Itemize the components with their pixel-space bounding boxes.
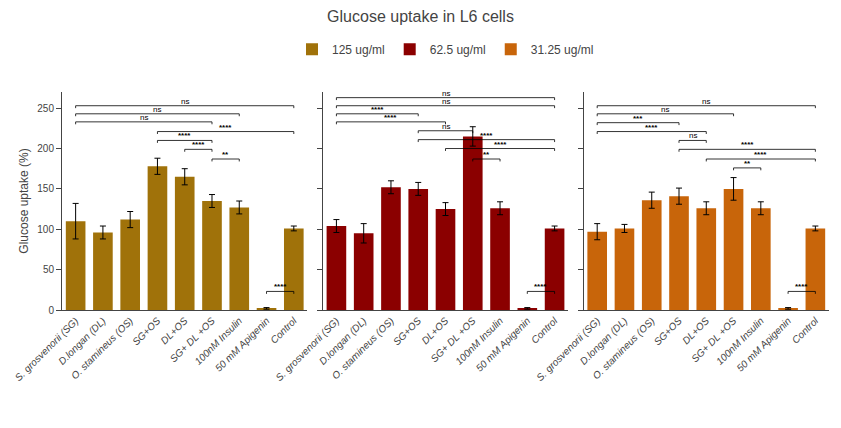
svg-text:S. grosvenorii (SG): S. grosvenorii (SG) <box>273 315 341 383</box>
svg-text:250: 250 <box>37 103 54 114</box>
svg-text:DL+OS: DL+OS <box>419 315 450 346</box>
svg-text:100nM Insulin: 100nM Insulin <box>453 315 505 367</box>
svg-text:SG+ DL +OS: SG+ DL +OS <box>689 315 739 365</box>
svg-text:D.longan (DL): D.longan (DL) <box>317 315 369 367</box>
svg-text:****: **** <box>494 140 507 149</box>
svg-text:ns: ns <box>442 89 450 98</box>
svg-text:50 mM Apigenin: 50 mM Apigenin <box>734 315 793 374</box>
svg-text:SG+OS: SG+OS <box>652 315 685 348</box>
svg-text:S. grosvenorii (SG): S. grosvenorii (SG) <box>13 315 81 383</box>
svg-text:****: **** <box>741 140 754 149</box>
svg-text:ns: ns <box>702 97 710 106</box>
svg-text:100nM Insulin: 100nM Insulin <box>714 315 766 367</box>
svg-text:Control: Control <box>529 315 560 346</box>
svg-text:****: **** <box>384 113 397 122</box>
svg-text:DL+OS: DL+OS <box>680 315 711 346</box>
svg-text:125 ug/ml: 125 ug/ml <box>332 43 385 57</box>
svg-text:****: **** <box>219 123 232 132</box>
svg-text:****: **** <box>645 123 658 132</box>
svg-text:100nM Insulin: 100nM Insulin <box>192 315 244 367</box>
svg-text:ns: ns <box>689 131 697 140</box>
svg-text:50 mM Apigenin: 50 mM Apigenin <box>213 315 272 374</box>
svg-text:***: *** <box>633 114 643 123</box>
svg-text:****: **** <box>274 282 287 291</box>
svg-text:ns: ns <box>181 97 189 106</box>
svg-text:ns: ns <box>140 113 148 122</box>
svg-text:ns: ns <box>442 122 450 131</box>
svg-text:S. grosvenorii (SG): S. grosvenorii (SG) <box>534 315 602 383</box>
svg-text:**: ** <box>222 150 229 159</box>
svg-text:Control: Control <box>790 315 821 346</box>
svg-text:Glucose uptake (%): Glucose uptake (%) <box>17 148 31 253</box>
svg-text:**: ** <box>483 150 490 159</box>
svg-text:****: **** <box>480 131 493 140</box>
svg-text:31.25 ug/ml: 31.25 ug/ml <box>531 43 594 57</box>
svg-text:**: ** <box>744 159 751 168</box>
svg-text:O. stamineus (OS): O. stamineus (OS) <box>330 315 396 381</box>
svg-text:100: 100 <box>37 224 54 235</box>
svg-text:SG+OS: SG+OS <box>130 315 163 348</box>
svg-text:****: **** <box>192 140 205 149</box>
svg-text:D.longan (DL): D.longan (DL) <box>578 315 630 367</box>
svg-text:ns: ns <box>661 105 669 114</box>
svg-text:SG+OS: SG+OS <box>391 315 424 348</box>
svg-text:0: 0 <box>48 305 54 316</box>
svg-text:D.longan (DL): D.longan (DL) <box>56 315 108 367</box>
svg-text:ns: ns <box>153 105 161 114</box>
svg-text:****: **** <box>178 131 191 140</box>
svg-text:200: 200 <box>37 143 54 154</box>
svg-text:ns: ns <box>442 97 450 106</box>
svg-text:Glucose uptake in L6 cells: Glucose uptake in L6 cells <box>327 8 514 25</box>
svg-text:****: **** <box>754 150 767 159</box>
svg-text:O. stamineus (OS): O. stamineus (OS) <box>69 315 135 381</box>
svg-text:****: **** <box>371 105 384 114</box>
svg-text:O. stamineus (OS): O. stamineus (OS) <box>590 315 656 381</box>
svg-text:50 mM Apigenin: 50 mM Apigenin <box>474 315 533 374</box>
svg-text:Control: Control <box>268 315 299 346</box>
svg-text:62.5 ug/ml: 62.5 ug/ml <box>430 43 486 57</box>
svg-text:****: **** <box>795 282 808 291</box>
svg-text:****: **** <box>534 282 547 291</box>
svg-text:DL+OS: DL+OS <box>159 315 190 346</box>
svg-text:SG+ DL +OS: SG+ DL +OS <box>428 315 478 365</box>
svg-text:150: 150 <box>37 183 54 194</box>
svg-text:SG+ DL +OS: SG+ DL +OS <box>168 315 218 365</box>
svg-text:50: 50 <box>43 264 55 275</box>
